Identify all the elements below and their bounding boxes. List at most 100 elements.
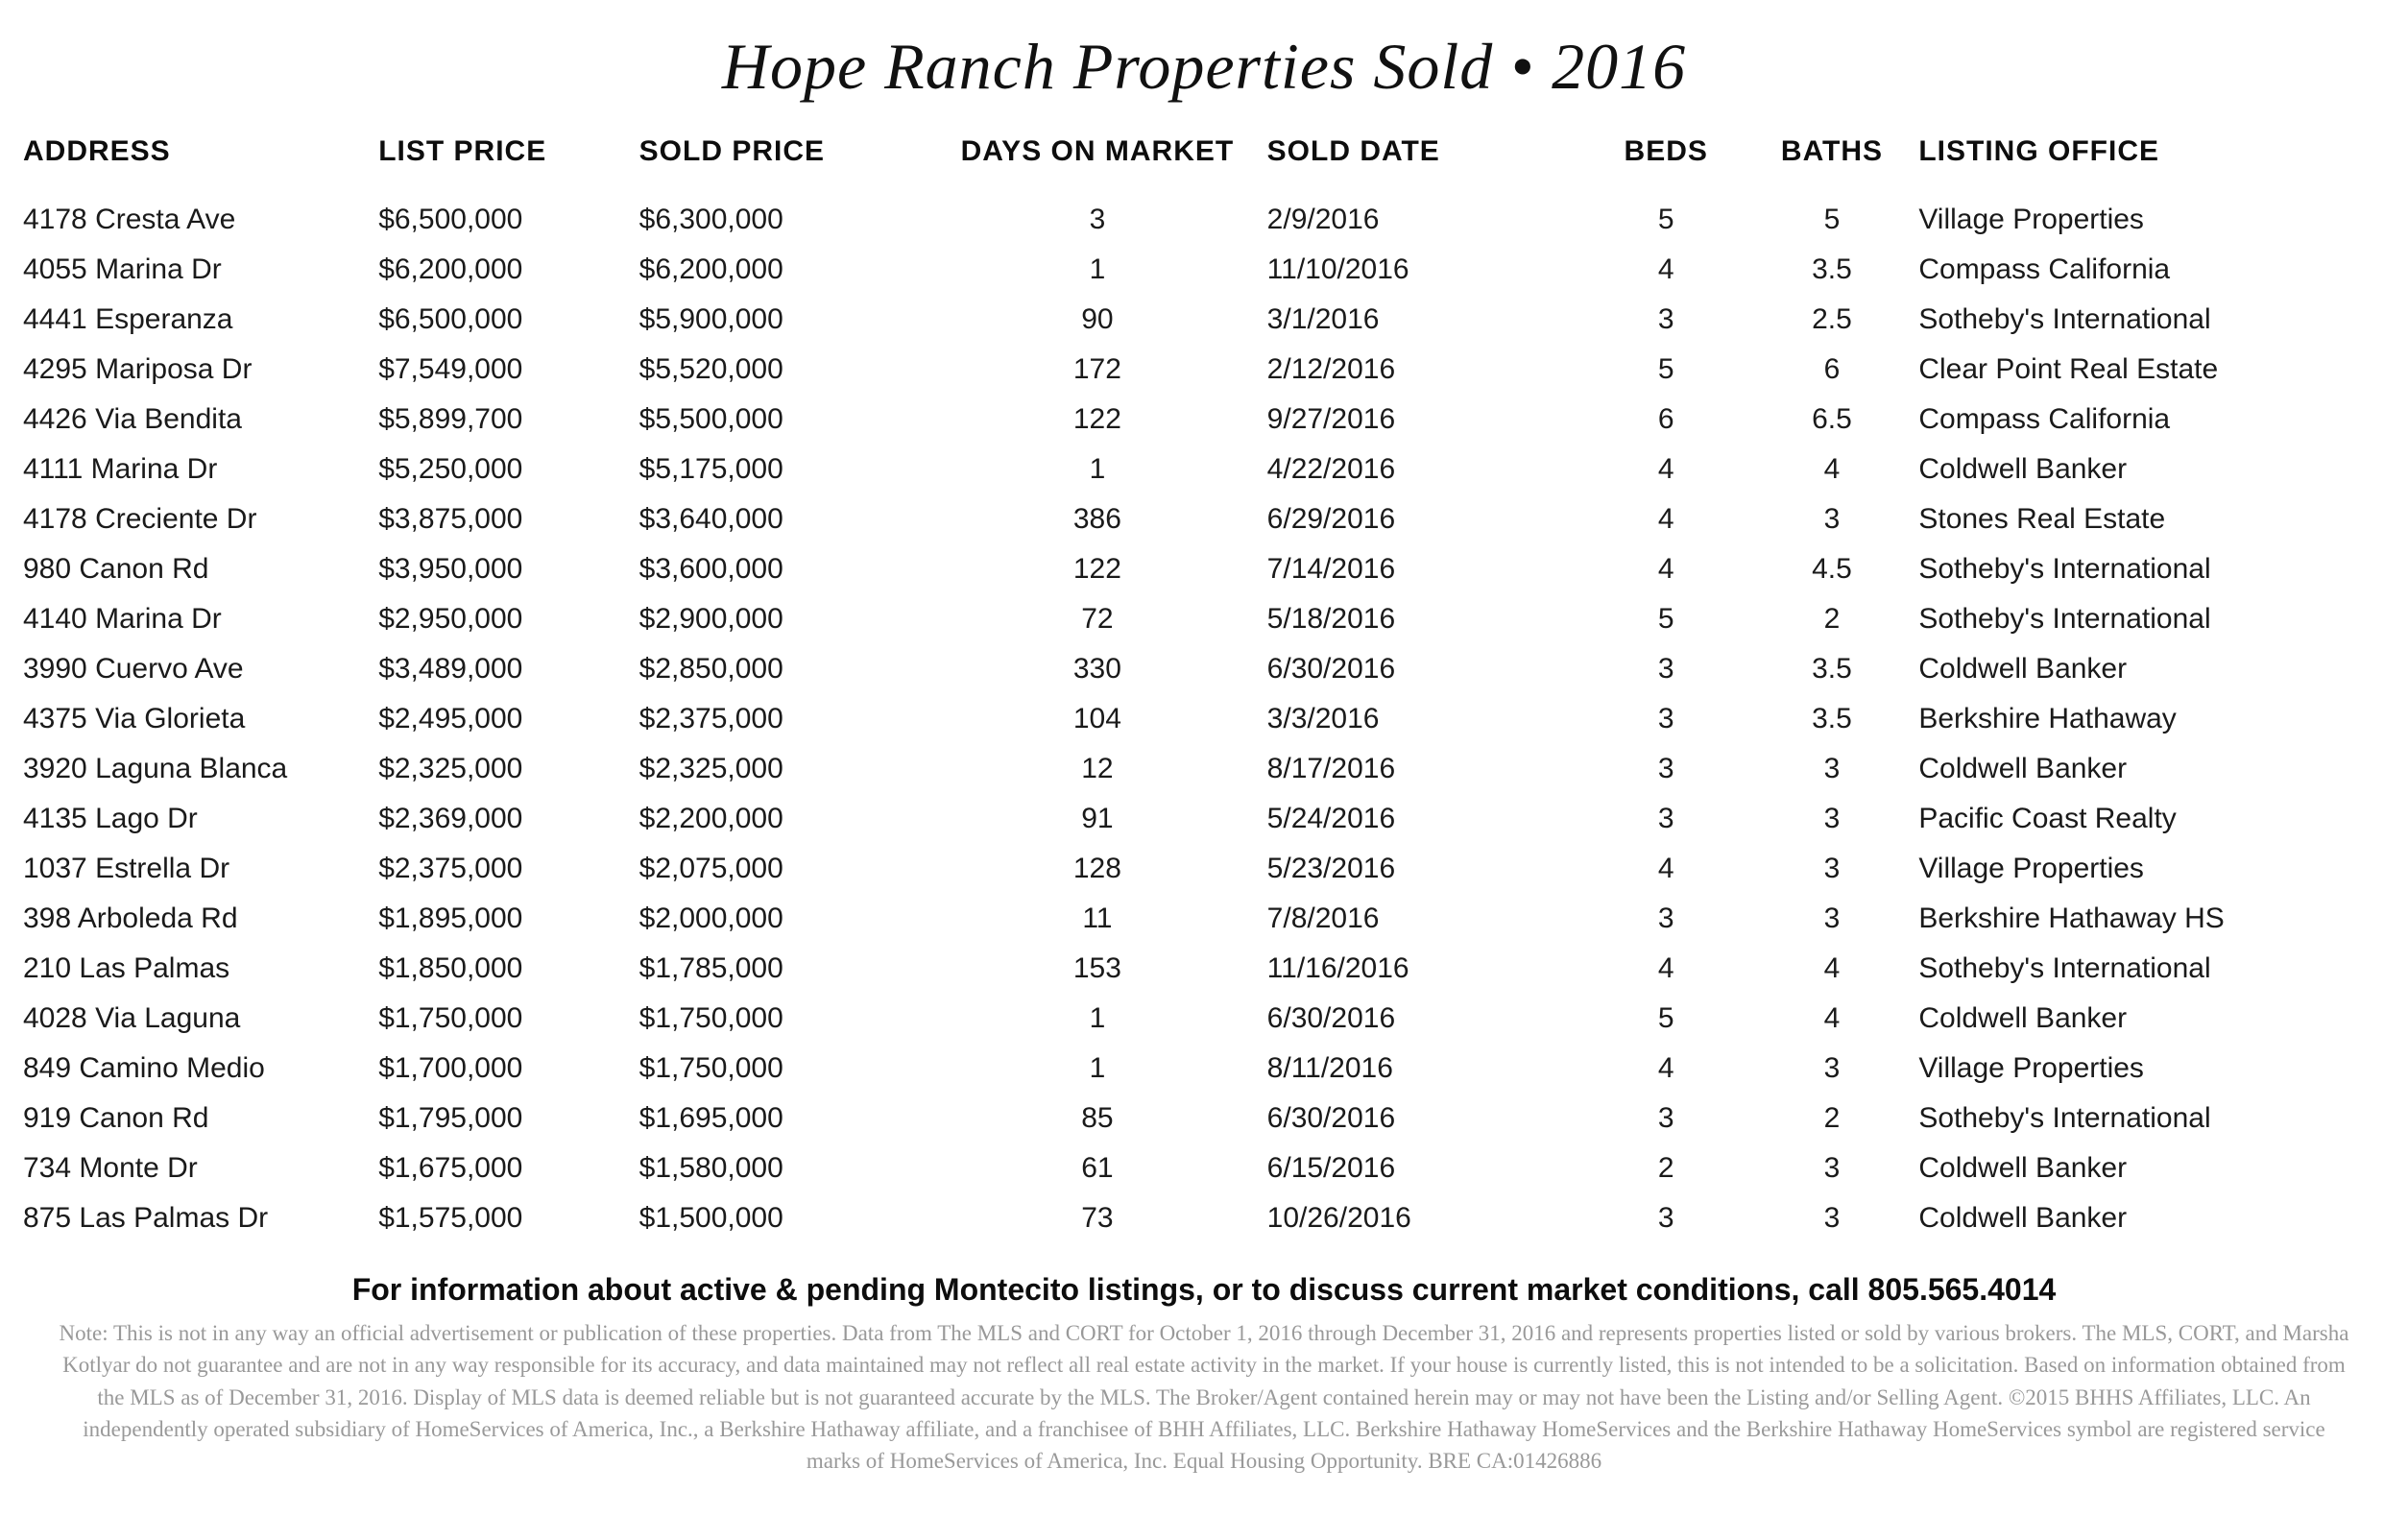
cell-date: 6/15/2016 bbox=[1264, 1143, 1583, 1193]
cell-date: 6/30/2016 bbox=[1264, 644, 1583, 694]
cell-office: Village Properties bbox=[1914, 195, 2389, 245]
table-row: 1037 Estrella Dr$2,375,000$2,075,0001285… bbox=[19, 844, 2389, 894]
cell-date: 6/30/2016 bbox=[1264, 1094, 1583, 1143]
cell-baths: 3 bbox=[1749, 1193, 1915, 1243]
cell-office: Coldwell Banker bbox=[1914, 1143, 2389, 1193]
cell-sold: $1,695,000 bbox=[636, 1094, 932, 1143]
disclaimer-text: Note: This is not in any way an official… bbox=[19, 1317, 2389, 1478]
cell-list: $1,795,000 bbox=[374, 1094, 635, 1143]
table-row: 4135 Lago Dr$2,369,000$2,200,000915/24/2… bbox=[19, 794, 2389, 844]
cell-sold: $2,850,000 bbox=[636, 644, 932, 694]
cell-list: $1,750,000 bbox=[374, 994, 635, 1044]
table-row: 980 Canon Rd$3,950,000$3,600,0001227/14/… bbox=[19, 544, 2389, 594]
table-row: 398 Arboleda Rd$1,895,000$2,000,000117/8… bbox=[19, 894, 2389, 944]
cell-office: Berkshire Hathaway bbox=[1914, 694, 2389, 744]
cell-days: 90 bbox=[931, 295, 1264, 345]
table-row: 4441 Esperanza$6,500,000$5,900,000903/1/… bbox=[19, 295, 2389, 345]
cell-date: 4/22/2016 bbox=[1264, 445, 1583, 494]
header-baths: Baths bbox=[1749, 130, 1915, 195]
cell-date: 11/10/2016 bbox=[1264, 245, 1583, 295]
cell-days: 85 bbox=[931, 1094, 1264, 1143]
table-row: 210 Las Palmas$1,850,000$1,785,00015311/… bbox=[19, 944, 2389, 994]
cell-days: 61 bbox=[931, 1143, 1264, 1193]
cell-baths: 3 bbox=[1749, 744, 1915, 794]
cell-sold: $2,900,000 bbox=[636, 594, 932, 644]
cell-office: Sotheby's International bbox=[1914, 295, 2389, 345]
cell-address: 4441 Esperanza bbox=[19, 295, 374, 345]
cell-list: $2,369,000 bbox=[374, 794, 635, 844]
cell-baths: 5 bbox=[1749, 195, 1915, 245]
cell-address: 4426 Via Bendita bbox=[19, 395, 374, 445]
cell-date: 6/30/2016 bbox=[1264, 994, 1583, 1044]
cell-beds: 5 bbox=[1583, 195, 1749, 245]
cell-address: 849 Camino Medio bbox=[19, 1044, 374, 1094]
cell-beds: 2 bbox=[1583, 1143, 1749, 1193]
cell-sold: $2,075,000 bbox=[636, 844, 932, 894]
cell-days: 1 bbox=[931, 1044, 1264, 1094]
cell-date: 5/23/2016 bbox=[1264, 844, 1583, 894]
table-row: 4111 Marina Dr$5,250,000$5,175,00014/22/… bbox=[19, 445, 2389, 494]
table-header-row: Address List Price Sold Price Days on Ma… bbox=[19, 130, 2389, 195]
cell-list: $3,950,000 bbox=[374, 544, 635, 594]
cell-list: $1,895,000 bbox=[374, 894, 635, 944]
cell-office: Coldwell Banker bbox=[1914, 445, 2389, 494]
cell-address: 3920 Laguna Blanca bbox=[19, 744, 374, 794]
cell-beds: 3 bbox=[1583, 694, 1749, 744]
cell-date: 2/12/2016 bbox=[1264, 345, 1583, 395]
cell-list: $5,899,700 bbox=[374, 395, 635, 445]
cell-days: 72 bbox=[931, 594, 1264, 644]
table-row: 4178 Creciente Dr$3,875,000$3,640,000386… bbox=[19, 494, 2389, 544]
cell-beds: 4 bbox=[1583, 494, 1749, 544]
cell-address: 734 Monte Dr bbox=[19, 1143, 374, 1193]
cell-office: Sotheby's International bbox=[1914, 944, 2389, 994]
cell-baths: 4 bbox=[1749, 445, 1915, 494]
cell-list: $3,875,000 bbox=[374, 494, 635, 544]
cell-baths: 3.5 bbox=[1749, 644, 1915, 694]
cell-beds: 4 bbox=[1583, 944, 1749, 994]
cell-office: Pacific Coast Realty bbox=[1914, 794, 2389, 844]
cell-baths: 6 bbox=[1749, 345, 1915, 395]
cell-sold: $2,325,000 bbox=[636, 744, 932, 794]
cell-office: Village Properties bbox=[1914, 844, 2389, 894]
cell-list: $6,500,000 bbox=[374, 295, 635, 345]
header-sold-date: Sold Date bbox=[1264, 130, 1583, 195]
cell-beds: 3 bbox=[1583, 794, 1749, 844]
cell-office: Coldwell Banker bbox=[1914, 644, 2389, 694]
cell-beds: 4 bbox=[1583, 1044, 1749, 1094]
cell-list: $2,375,000 bbox=[374, 844, 635, 894]
cell-address: 4028 Via Laguna bbox=[19, 994, 374, 1044]
cell-date: 8/17/2016 bbox=[1264, 744, 1583, 794]
cell-date: 7/8/2016 bbox=[1264, 894, 1583, 944]
cell-office: Stones Real Estate bbox=[1914, 494, 2389, 544]
cell-address: 980 Canon Rd bbox=[19, 544, 374, 594]
table-row: 875 Las Palmas Dr$1,575,000$1,500,000731… bbox=[19, 1193, 2389, 1243]
cell-address: 210 Las Palmas bbox=[19, 944, 374, 994]
header-beds: Beds bbox=[1583, 130, 1749, 195]
cell-date: 2/9/2016 bbox=[1264, 195, 1583, 245]
header-sold-price: Sold Price bbox=[636, 130, 932, 195]
cell-address: 4295 Mariposa Dr bbox=[19, 345, 374, 395]
table-row: 4028 Via Laguna$1,750,000$1,750,00016/30… bbox=[19, 994, 2389, 1044]
cell-days: 128 bbox=[931, 844, 1264, 894]
cell-days: 153 bbox=[931, 944, 1264, 994]
cell-office: Village Properties bbox=[1914, 1044, 2389, 1094]
table-row: 3920 Laguna Blanca$2,325,000$2,325,00012… bbox=[19, 744, 2389, 794]
table-row: 849 Camino Medio$1,700,000$1,750,00018/1… bbox=[19, 1044, 2389, 1094]
cell-baths: 4.5 bbox=[1749, 544, 1915, 594]
cell-baths: 3 bbox=[1749, 1143, 1915, 1193]
cell-sold: $1,785,000 bbox=[636, 944, 932, 994]
cell-date: 5/24/2016 bbox=[1264, 794, 1583, 844]
cell-address: 919 Canon Rd bbox=[19, 1094, 374, 1143]
table-row: 4140 Marina Dr$2,950,000$2,900,000725/18… bbox=[19, 594, 2389, 644]
cell-address: 4178 Cresta Ave bbox=[19, 195, 374, 245]
cell-days: 172 bbox=[931, 345, 1264, 395]
cell-baths: 3.5 bbox=[1749, 245, 1915, 295]
header-list-price: List Price bbox=[374, 130, 635, 195]
cell-date: 9/27/2016 bbox=[1264, 395, 1583, 445]
cell-list: $2,950,000 bbox=[374, 594, 635, 644]
cell-days: 330 bbox=[931, 644, 1264, 694]
cell-list: $1,700,000 bbox=[374, 1044, 635, 1094]
call-to-action-text: For information about active & pending M… bbox=[19, 1272, 2389, 1308]
cell-sold: $2,375,000 bbox=[636, 694, 932, 744]
table-row: 919 Canon Rd$1,795,000$1,695,000856/30/2… bbox=[19, 1094, 2389, 1143]
